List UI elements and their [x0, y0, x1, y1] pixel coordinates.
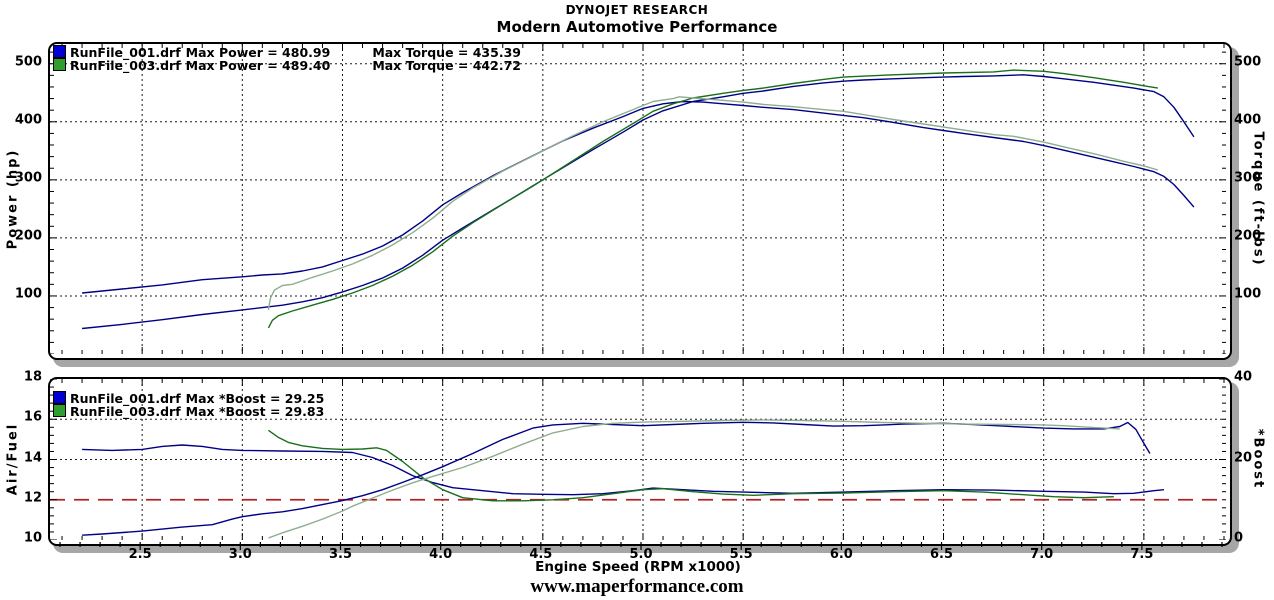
x-axis-label: 5.5	[729, 547, 753, 562]
y-axis-label-left: 200	[14, 228, 42, 244]
y-axis-label-left: 14	[23, 450, 42, 465]
run1-color-swatch	[53, 45, 66, 58]
x-axis-label: 7.5	[1130, 547, 1154, 562]
run2-max-torque: Max Torque = 442.72	[372, 58, 521, 73]
y-axis-label-left: 12	[23, 490, 42, 506]
y-axis-label-right: 300	[1234, 170, 1262, 186]
y-axis-label-left: 500	[14, 54, 42, 70]
airfuel-axis-title: Air/Fuel	[5, 422, 21, 496]
y-axis-label-right: 200	[1234, 228, 1262, 244]
y-axis-label-left: 100	[14, 286, 42, 302]
y-axis-label-left: 300	[14, 170, 42, 186]
run1-file-name: RunFile_001.drf	[70, 45, 181, 60]
x-axis-label: 3.5	[328, 547, 352, 562]
power-torque-plot	[50, 44, 1226, 354]
power-torque-panel: RunFile_001.drf Max Power = 480.99 Max Tor…	[48, 42, 1232, 360]
run1-max-power: Max Power = 480.99	[185, 45, 331, 60]
af-boost-legend: RunFile_001.drf Max *Boost = 29.25 RunFil…	[53, 391, 325, 419]
legend-row-run1: RunFile_001.drf Max Power = 480.99 Max Tor…	[53, 45, 521, 60]
x-axis-label: 5.0	[629, 547, 653, 562]
run2-color-swatch	[53, 404, 66, 417]
torque-axis-title: Torque (ft-lbs)	[1250, 131, 1266, 267]
website-footer: www.maperformance.com	[530, 576, 744, 597]
x-axis-label: 2.5	[128, 547, 152, 562]
y-axis-label-right: 500	[1234, 54, 1262, 70]
shop-name: Modern Automotive Performance	[496, 18, 778, 36]
run1-airfuel-curve	[82, 444, 1164, 496]
y-axis-label-right: 100	[1234, 286, 1262, 302]
x-axis-label: 3.0	[228, 547, 252, 562]
run1-color-swatch	[53, 391, 66, 404]
run1-torque-curve	[82, 100, 1195, 294]
run2-file-name: RunFile_003.drf	[70, 58, 181, 73]
run2-airfuel-curve	[267, 429, 1114, 502]
y-axis-label-left: 16	[23, 409, 42, 425]
af-boost-plot	[50, 379, 1226, 540]
x-axis-label: 6.0	[829, 547, 853, 562]
run2-file-name: RunFile_003.drf	[70, 404, 181, 419]
run2-torque-curve	[267, 96, 1159, 311]
report-title: DYNOJET RESEARCH	[565, 3, 709, 17]
x-axis-title: Engine Speed (RPM x1000)	[535, 559, 741, 575]
af-boost-panel: RunFile_001.drf Max *Boost = 29.25 RunFil…	[48, 377, 1232, 546]
boost-axis-title: *Boost	[1250, 428, 1266, 490]
x-axis-label: 6.5	[930, 547, 954, 562]
y-axis-label-left: 18	[23, 369, 42, 385]
run1-boost-curve	[82, 421, 1151, 536]
run2-boost-curve	[268, 419, 1120, 539]
run1-power-curve	[82, 74, 1195, 330]
legend-row-run2: RunFile_003.drf Max Power = 489.40 Max Tor…	[53, 58, 521, 73]
run2-max-power: Max Power = 489.40	[185, 58, 331, 73]
y-axis-label-right: 400	[1234, 112, 1262, 128]
run1-max-torque: Max Torque = 435.39	[372, 45, 521, 60]
y-axis-label-left: 400	[14, 112, 42, 128]
x-axis-label: 7.0	[1030, 547, 1054, 562]
run1-file-name: RunFile_001.drf	[70, 391, 181, 406]
y-axis-label-right: 20	[1234, 450, 1253, 465]
y-axis-label-right: 0	[1234, 530, 1244, 546]
y-axis-label-left: 10	[23, 530, 42, 546]
y-axis-label-right: 40	[1234, 369, 1253, 385]
legend-row-run2: RunFile_003.drf Max *Boost = 29.83	[53, 404, 325, 419]
run2-max-boost: Max *Boost = 29.83	[185, 404, 325, 419]
x-axis-tick-strip	[59, 542, 1223, 550]
x-axis-label: 4.5	[529, 547, 553, 562]
legend-row-run1: RunFile_001.drf Max *Boost = 29.25	[53, 391, 325, 406]
x-axis-label: 4.0	[429, 547, 453, 562]
run2-power-curve	[267, 69, 1159, 329]
power-torque-legend: RunFile_001.drf Max Power = 480.99 Max Tor…	[53, 45, 521, 73]
run1-max-boost: Max *Boost = 29.25	[185, 391, 325, 406]
run2-color-swatch	[53, 58, 66, 71]
